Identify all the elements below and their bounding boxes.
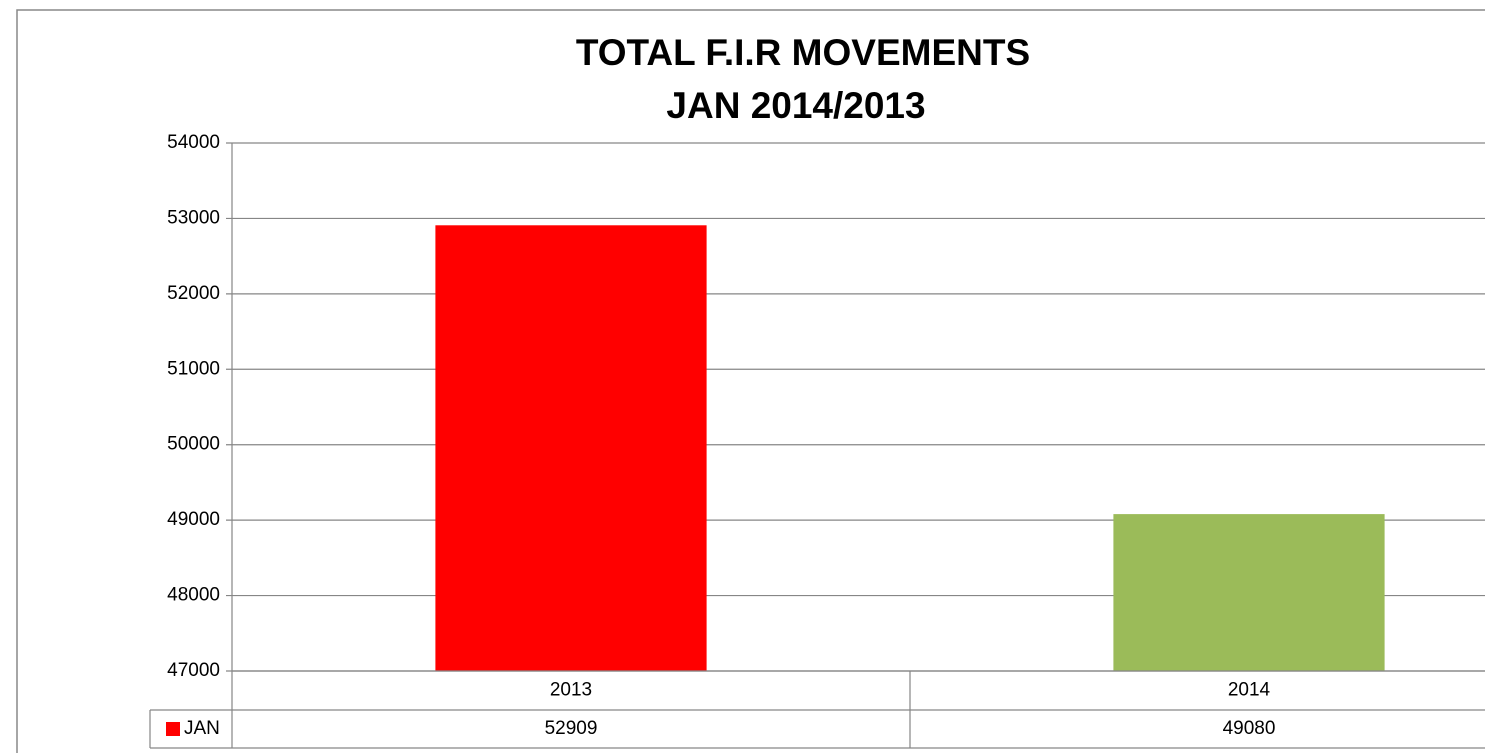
- chart-subtitle: JAN 2014/2013: [666, 85, 925, 126]
- y-tick-label: 49000: [167, 509, 220, 530]
- y-tick-label: 53000: [167, 207, 220, 228]
- legend-key: [166, 722, 180, 736]
- chart-title: TOTAL F.I.R MOVEMENTS: [576, 32, 1030, 73]
- y-tick-label: 47000: [167, 660, 220, 681]
- y-tick-label: 51000: [167, 358, 220, 379]
- data-table-value: 49080: [1223, 718, 1276, 739]
- x-tick-label: 2014: [1228, 680, 1271, 701]
- bar: [1113, 514, 1385, 671]
- y-tick-label: 50000: [167, 434, 220, 455]
- y-tick-label: 52000: [167, 283, 220, 304]
- y-tick-label: 54000: [167, 132, 220, 153]
- data-table-value: 52909: [545, 718, 598, 739]
- bar: [435, 225, 707, 671]
- legend-label: JAN: [184, 718, 220, 739]
- y-tick-label: 48000: [167, 585, 220, 606]
- x-tick-label: 2013: [550, 680, 592, 701]
